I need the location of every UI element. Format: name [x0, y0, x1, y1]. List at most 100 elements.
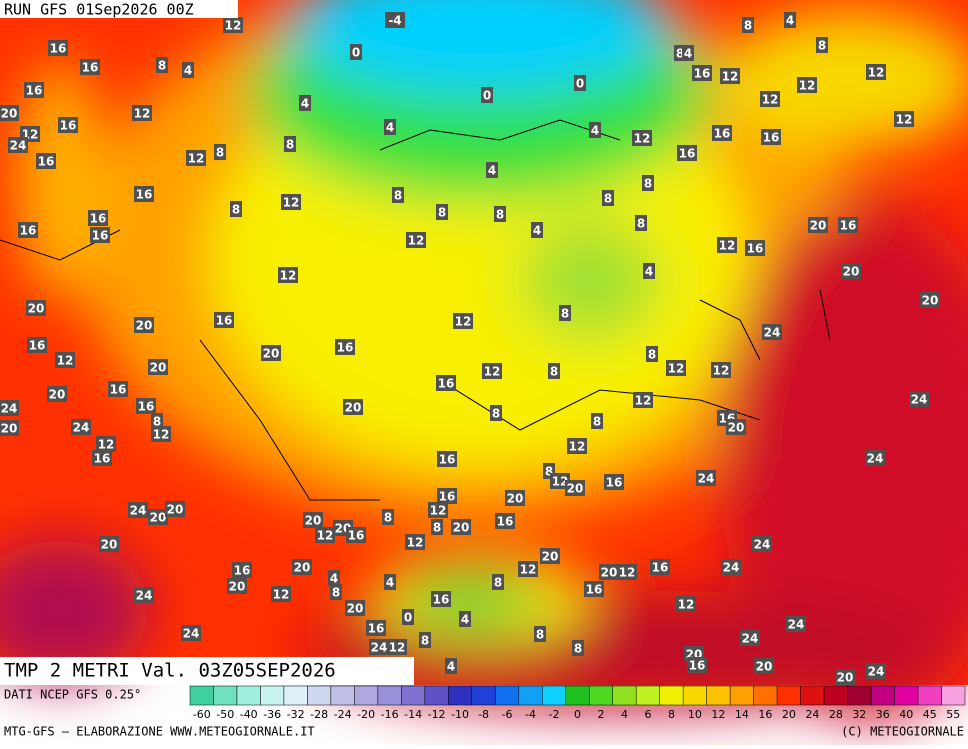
temperature-label: 0 — [352, 46, 360, 60]
temperature-label: 16 — [90, 212, 107, 226]
label-box — [752, 536, 772, 552]
label-box — [453, 313, 473, 329]
legend-label: 36 — [876, 708, 890, 721]
label-box — [134, 317, 154, 333]
label-box — [271, 586, 291, 602]
label-box — [677, 145, 697, 161]
legend-swatch — [495, 685, 520, 706]
label-box — [134, 186, 154, 202]
temperature-label: 8 — [421, 634, 429, 648]
legend-label: 8 — [668, 708, 675, 721]
label-box — [406, 232, 426, 248]
temperature-label: 16 — [840, 219, 857, 233]
label-box — [214, 144, 226, 160]
temperature-label: 8 — [216, 146, 224, 160]
temperature-label: 16 — [714, 127, 731, 141]
legend-label: -50 — [216, 708, 234, 721]
label-box — [431, 519, 443, 535]
temperature-label: 12 — [678, 598, 695, 612]
label-box — [186, 150, 206, 166]
label-box — [565, 480, 585, 496]
temperature-label: 12 — [634, 132, 651, 146]
temperature-label: 16 — [26, 84, 43, 98]
label-box — [315, 527, 335, 543]
label-box — [156, 57, 168, 73]
legend-swatch — [729, 685, 754, 706]
label-box — [330, 584, 342, 600]
label-box — [459, 611, 471, 627]
label-box — [865, 450, 885, 466]
temperature-label: 12 — [799, 79, 816, 93]
temperature-label: 20 — [728, 421, 745, 435]
label-box — [676, 596, 696, 612]
temperature-label: 20 — [756, 660, 773, 674]
temperature-label: 8 — [593, 415, 601, 429]
temperature-label: 4 — [301, 97, 309, 111]
temperature-label: 12 — [153, 428, 170, 442]
temperature-label: 16 — [439, 490, 456, 504]
label-box — [230, 201, 242, 217]
label-box — [486, 162, 498, 178]
label-box — [841, 263, 861, 279]
label-box — [350, 44, 362, 60]
credit: MTG-GFS — ELABORAZIONE WWW.METEOGIORNALE… — [4, 725, 315, 739]
label-box — [548, 363, 560, 379]
temperature-label: 16 — [50, 42, 67, 56]
label-box — [534, 626, 546, 642]
temperature-label: 4 — [447, 660, 455, 674]
label-box — [835, 669, 855, 685]
label-box — [405, 534, 425, 550]
label-box — [335, 339, 355, 355]
label-box — [808, 217, 828, 233]
temperature-label: 4 — [645, 265, 653, 279]
label-box — [58, 117, 78, 133]
label-box — [181, 625, 201, 641]
label-box — [617, 564, 637, 580]
legend-swatch — [894, 685, 919, 706]
run-title: RUN GFS 01Sep2026 00Z — [4, 1, 194, 19]
temperature-label: 8 — [332, 586, 340, 600]
label-box — [261, 345, 281, 361]
label-box — [165, 501, 185, 517]
variable-title: TMP 2 METRI Val. 03Z05SEP2026 — [4, 660, 336, 682]
label-box — [182, 62, 194, 78]
legend-swatch — [260, 685, 285, 706]
temperature-label: 24 — [867, 452, 884, 466]
temperature-label: 8 — [545, 465, 553, 479]
legend-swatch — [213, 685, 238, 706]
legend-swatch — [776, 685, 801, 706]
label-box — [682, 45, 694, 61]
temperature-label: 24 — [371, 641, 388, 655]
legend-swatch — [847, 685, 872, 706]
temperature-label: 12 — [57, 354, 74, 368]
temperature-label: 24 — [183, 627, 200, 641]
temperature-label: 8 — [676, 47, 684, 61]
label-box — [754, 658, 774, 674]
temperature-label: 20 — [136, 319, 153, 333]
temperature-label: 8 — [153, 415, 161, 429]
temperature-label: 12 — [273, 588, 290, 602]
label-box — [692, 65, 712, 81]
temperature-label: 16 — [689, 659, 706, 673]
legend-swatch — [377, 685, 402, 706]
temperature-label: 20 — [542, 550, 559, 564]
temperature-label: 20 — [101, 538, 118, 552]
temperature-label: 20 — [507, 492, 524, 506]
legend-label: -60 — [193, 708, 211, 721]
legend-label: 28 — [829, 708, 843, 721]
legend-swatch — [518, 685, 543, 706]
label-box — [292, 559, 312, 575]
label-box — [632, 130, 652, 146]
legend-label: -6 — [502, 708, 513, 721]
temperature-label: 16 — [606, 476, 623, 490]
temperature-label: 12 — [225, 19, 242, 33]
temperature-label: 8 — [550, 365, 558, 379]
label-box — [437, 451, 457, 467]
source: DATI NCEP GFS 0.25° — [4, 688, 141, 702]
temperature-label: 12 — [317, 529, 334, 543]
legend-label: 14 — [735, 708, 749, 721]
legend-label: -2 — [549, 708, 560, 721]
legend-label: -10 — [451, 708, 469, 721]
temperature-label: 4 — [533, 224, 541, 238]
label-box — [148, 509, 168, 525]
